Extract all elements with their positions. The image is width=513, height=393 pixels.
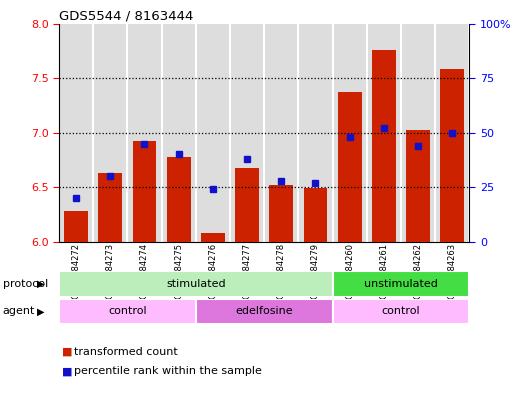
Bar: [167, 157, 191, 242]
Bar: [59, 299, 196, 324]
Bar: [235, 167, 259, 242]
Bar: [201, 233, 225, 242]
Bar: [64, 211, 88, 242]
Bar: [230, 24, 264, 242]
Bar: [406, 130, 430, 242]
Bar: [98, 173, 122, 242]
Bar: [196, 24, 230, 242]
Bar: [435, 24, 469, 242]
Text: GDS5544 / 8163444: GDS5544 / 8163444: [59, 10, 193, 23]
Bar: [269, 185, 293, 242]
Text: percentile rank within the sample: percentile rank within the sample: [74, 366, 262, 376]
Text: ■: ■: [62, 347, 72, 357]
Bar: [440, 70, 464, 242]
Text: transformed count: transformed count: [74, 347, 178, 357]
Text: stimulated: stimulated: [166, 279, 226, 289]
Bar: [332, 24, 367, 242]
Bar: [338, 92, 362, 242]
Text: ▶: ▶: [37, 279, 45, 289]
Text: ▶: ▶: [37, 307, 45, 316]
Text: unstimulated: unstimulated: [364, 279, 438, 289]
Text: edelfosine: edelfosine: [235, 307, 293, 316]
Bar: [59, 24, 93, 242]
Bar: [93, 24, 127, 242]
Text: control: control: [382, 307, 420, 316]
Text: agent: agent: [3, 307, 35, 316]
Bar: [59, 271, 332, 297]
Text: ■: ■: [62, 366, 72, 376]
Text: protocol: protocol: [3, 279, 48, 289]
Bar: [304, 188, 327, 242]
Bar: [332, 299, 469, 324]
Bar: [264, 24, 299, 242]
Bar: [299, 24, 332, 242]
Bar: [367, 24, 401, 242]
Text: control: control: [108, 307, 147, 316]
Bar: [127, 24, 162, 242]
Bar: [332, 271, 469, 297]
Bar: [372, 50, 396, 242]
Bar: [401, 24, 435, 242]
Bar: [196, 299, 332, 324]
Bar: [132, 141, 156, 242]
Bar: [162, 24, 196, 242]
